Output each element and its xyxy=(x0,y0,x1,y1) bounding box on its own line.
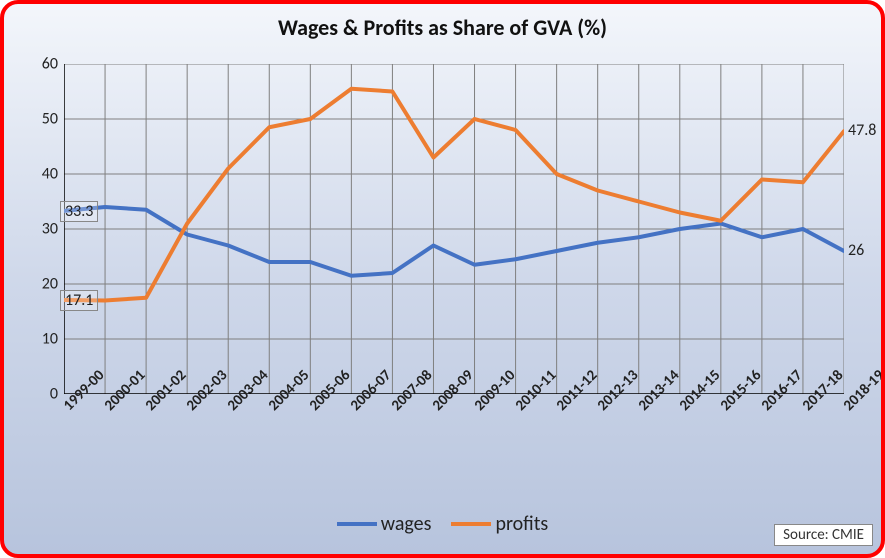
y-tick-label: 60 xyxy=(42,55,64,74)
plot-svg xyxy=(64,64,844,394)
legend-swatch-wages xyxy=(337,522,377,526)
legend-item-profits: profits xyxy=(451,512,548,536)
legend: wages profits xyxy=(4,512,881,536)
x-tick-label: 2018-19 Q1 xyxy=(840,351,885,414)
legend-item-wages: wages xyxy=(337,512,432,536)
legend-label-profits: profits xyxy=(495,512,548,536)
y-tick-label: 10 xyxy=(42,330,64,349)
data-label: 17.1 xyxy=(60,290,98,311)
source-label: Source: CMIE xyxy=(774,524,873,546)
legend-swatch-profits xyxy=(451,522,491,526)
y-tick-label: 50 xyxy=(42,110,64,129)
data-label: 47.8 xyxy=(848,121,876,140)
data-label: 33.3 xyxy=(60,201,98,222)
chart-title: Wages & Profits as Share of GVA (%) xyxy=(4,14,881,41)
plot-area: 01020304050601999-002000-012001-022002-0… xyxy=(64,64,844,394)
data-label: 26 xyxy=(848,241,864,260)
legend-label-wages: wages xyxy=(381,512,432,536)
y-tick-label: 40 xyxy=(42,165,64,184)
chart-card: Wages & Profits as Share of GVA (%) 0102… xyxy=(0,0,885,558)
y-tick-label: 30 xyxy=(42,220,64,239)
